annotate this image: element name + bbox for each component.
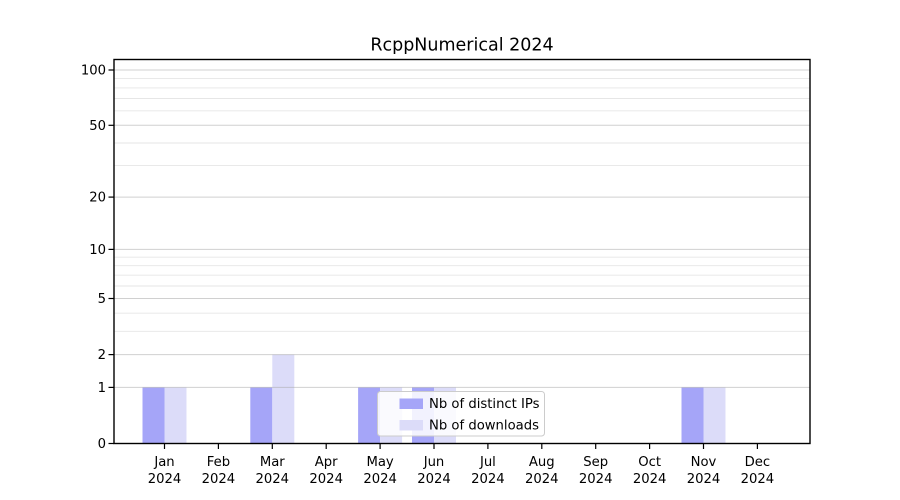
x-tick-label-month-jul: Jul	[479, 455, 496, 470]
legend-label-distinct-ips: Nb of distinct IPs	[429, 397, 540, 412]
bar-downloads-mar	[272, 354, 295, 444]
x-tick-label-month-nov: Nov	[691, 455, 717, 470]
x-tick-label-year-apr: 2024	[309, 472, 343, 487]
x-tick-label-year-nov: 2024	[687, 472, 721, 487]
x-tick-label-year-may: 2024	[363, 472, 397, 487]
x-tick-label-year-mar: 2024	[256, 472, 290, 487]
y-tick-label-20: 20	[89, 191, 106, 206]
x-tick-label-month-jun: Jun	[423, 455, 445, 470]
x-tick-label-month-sep: Sep	[583, 455, 608, 470]
x-tick-label-month-apr: Apr	[315, 455, 338, 470]
y-tick-label-50: 50	[89, 119, 106, 134]
x-tick-label-year-jun: 2024	[417, 472, 451, 487]
gridlines-group	[114, 69, 810, 388]
x-tick-label-year-feb: 2024	[202, 472, 236, 487]
x-tick-label-month-jan: Jan	[153, 455, 174, 470]
bar-downloads-jan	[164, 387, 187, 444]
x-tick-label-month-may: May	[366, 455, 393, 470]
bar-distinct-ips-jan	[142, 387, 165, 444]
x-tick-label-year-jan: 2024	[148, 472, 182, 487]
x-tick-label-month-feb: Feb	[207, 455, 230, 470]
x-tick-label-year-oct: 2024	[633, 472, 667, 487]
x-tick-label-month-mar: Mar	[260, 455, 285, 470]
bar-distinct-ips-nov	[681, 387, 704, 444]
x-tick-label-month-aug: Aug	[529, 455, 555, 470]
legend-swatch-distinct-ips	[399, 398, 423, 409]
legend-swatch-downloads	[399, 420, 423, 431]
y-tick-label-5: 5	[98, 292, 106, 307]
bar-distinct-ips-may	[358, 387, 381, 444]
x-tick-label-year-sep: 2024	[579, 472, 613, 487]
legend-label-downloads: Nb of downloads	[429, 419, 539, 434]
bar-downloads-nov	[703, 387, 726, 444]
y-tick-label-1: 1	[98, 381, 106, 396]
y-tick-label-0: 0	[98, 437, 106, 452]
x-tick-label-year-dec: 2024	[741, 472, 775, 487]
y-tick-label-100: 100	[81, 64, 106, 79]
axes-group	[108, 58, 811, 449]
x-tick-label-year-aug: 2024	[525, 472, 559, 487]
y-tick-label-2: 2	[98, 348, 106, 363]
x-tick-label-year-jul: 2024	[471, 472, 505, 487]
y-tick-label-10: 10	[89, 243, 106, 258]
tick-labels-group: 0 1 2 5 10 20 50 100 Jan 2024 Feb 2024 Mar 2024 Apr 202…	[81, 64, 774, 487]
plot-border	[113, 58, 811, 445]
legend: Nb of distinct IPs Nb of downloads	[377, 391, 545, 437]
chart-title: RcppNumerical 2024	[370, 36, 553, 56]
x-tick-label-month-oct: Oct	[638, 455, 661, 470]
bar-distinct-ips-mar	[250, 387, 273, 444]
x-tick-label-month-dec: Dec	[745, 455, 771, 470]
